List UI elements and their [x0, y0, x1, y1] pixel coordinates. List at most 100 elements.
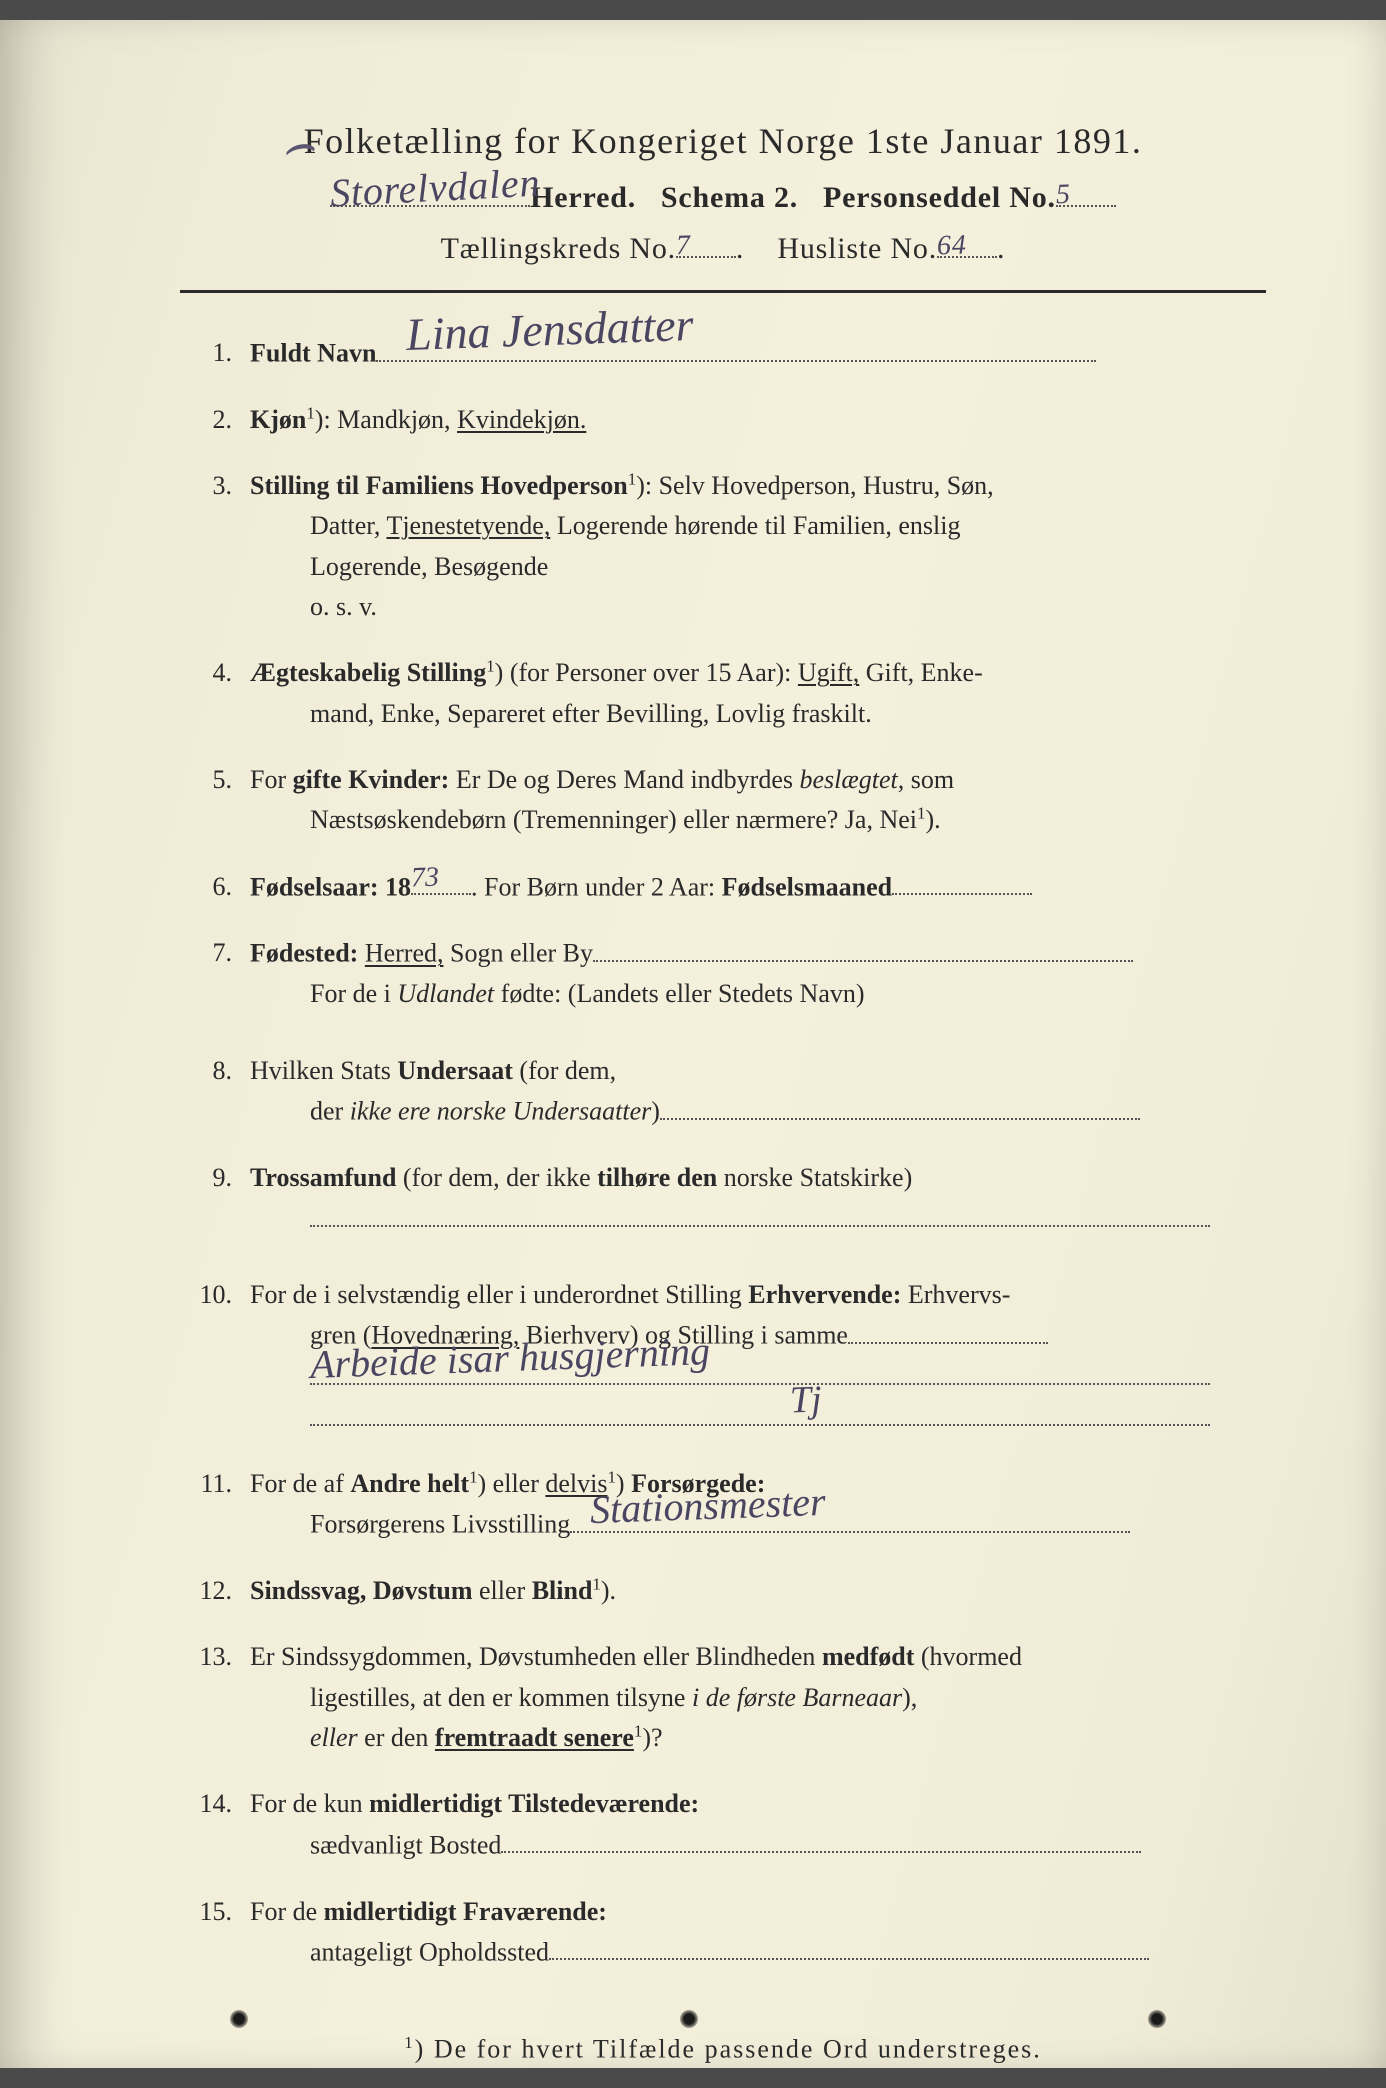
item-6: 6. Fødselsaar: 1873. For Børn under 2 Aa… [190, 867, 1266, 908]
line2: For de i Udlandet fødte: (Landets eller … [250, 974, 1266, 1014]
line3: eller er den fremtraadt senere1)? [250, 1718, 1266, 1758]
punch-hole-icon [230, 2010, 248, 2028]
header-line-3: Tællingskreds No.7. Husliste No.64. [180, 225, 1266, 266]
footnote: 1) De for hvert Tilfælde passende Ord un… [180, 2033, 1266, 2065]
line2 [250, 1198, 1266, 1239]
item-body: Fuldt NavnLina Jensdatter [250, 333, 1266, 374]
item-12: 12. Sindssvag, Døvstum eller Blind1). [190, 1571, 1266, 1611]
whereabouts-field [549, 1932, 1149, 1961]
item-4: 4. Ægteskabelig Stilling1) (for Personer… [190, 653, 1266, 734]
header-line-2: Storelvdalen Herred. Schema 2. Personsed… [180, 174, 1266, 215]
item-num: 6. [190, 867, 250, 908]
punch-hole-icon [680, 2010, 698, 2028]
item-num: 12. [190, 1571, 250, 1611]
kreds-label: Tællingskreds No. [441, 232, 676, 265]
occupation-field-1: Arbeide isar husgjerning [310, 1356, 1210, 1385]
line2: Næstsøskendebørn (Tremenninger) eller næ… [250, 800, 1266, 840]
item-3: 3. Stilling til Familiens Hovedperson1):… [190, 466, 1266, 627]
item-num: 14. [190, 1784, 250, 1865]
item-num: 8. [190, 1051, 250, 1132]
item-body: Trossamfund (for dem, der ikke tilhøre d… [250, 1158, 1266, 1239]
personseddel-field: 5 [1056, 174, 1116, 207]
line4: o. s. v. [250, 587, 1266, 627]
item-body: Sindssvag, Døvstum eller Blind1). [250, 1571, 1266, 1611]
provider-field: Stationsmester [570, 1504, 1130, 1533]
item-body: Fødested: Herred, Sogn eller By For de i… [250, 933, 1266, 1014]
month-field [892, 867, 1032, 896]
rest: ): Mandkjøn, [315, 405, 457, 434]
item-num: 5. [190, 760, 250, 841]
sup: 1 [306, 403, 314, 422]
line2: ligestilles, at den er kommen tilsyne i … [250, 1678, 1266, 1718]
name-field: Lina Jensdatter [376, 333, 1096, 362]
herred-handwritten: Storelvdalen [329, 159, 541, 217]
item-body: Hvilken Stats Undersaat (for dem, der ik… [250, 1051, 1266, 1132]
item-10: 10. For de i selvstændig eller i underor… [190, 1275, 1266, 1438]
label: Stilling til Familiens Hovedperson [250, 471, 628, 500]
line2: Datter, Tjenestetyende, Logerende hørend… [250, 506, 1266, 546]
sup: 1 [628, 470, 636, 489]
line4: Tj [250, 1397, 1266, 1438]
label: Fødselsaar: 18 [250, 872, 411, 901]
year-field: 73 [411, 867, 471, 896]
sup: 1 [486, 657, 494, 676]
provider-hw: Stationsmester [589, 1471, 827, 1541]
rest1: ): Selv Hovedperson, Hustru, Søn, [636, 471, 993, 500]
item-num: 9. [190, 1158, 250, 1239]
item-body: For de kun midlertidigt Tilstedeværende:… [250, 1784, 1266, 1865]
footnote-text: ) De for hvert Tilfælde passende Ord und… [415, 2034, 1042, 2063]
punch-hole-icon [1148, 2010, 1166, 2028]
footnote-sup: 1 [404, 2033, 414, 2052]
occupation-field-2: Tj [310, 1397, 1210, 1426]
item-1: 1. Fuldt NavnLina Jensdatter [190, 333, 1266, 374]
herred-label: Herred. [530, 181, 636, 214]
item-num: 4. [190, 653, 250, 734]
item-8: 8. Hvilken Stats Undersaat (for dem, der… [190, 1051, 1266, 1132]
census-form-page: ⌢ Folketælling for Kongeriget Norge 1ste… [0, 20, 1386, 2068]
item-body: Stilling til Familiens Hovedperson1): Se… [250, 466, 1266, 627]
label: Fødested: [250, 939, 358, 968]
personseddel-no: 5 [1055, 179, 1071, 211]
schema-label: Schema 2. [661, 181, 798, 214]
kreds-no: 7 [675, 230, 691, 262]
occupation-hw2: Tj [789, 1370, 823, 1430]
item-num: 10. [190, 1275, 250, 1438]
husliste-field: 64 [937, 225, 997, 258]
line3: Arbeide isar husgjerning [250, 1356, 1266, 1397]
item-body: Ægteskabelig Stilling1) (for Personer ov… [250, 653, 1266, 734]
selected: Tjenestetyende, [386, 511, 550, 540]
occupation-hw1: Arbeide isar husgjerning [309, 1320, 711, 1396]
residence-field [501, 1825, 1141, 1854]
subject-field [660, 1091, 1140, 1120]
line2: der ikke ere norske Undersaatter) [250, 1091, 1266, 1132]
item-body: For gifte Kvinder: Er De og Deres Mand i… [250, 760, 1266, 841]
item-15: 15. For de midlertidigt Fraværende: anta… [190, 1892, 1266, 1973]
husliste-label: Husliste No. [777, 232, 937, 265]
item-body: Fødselsaar: 1873. For Børn under 2 Aar: … [250, 867, 1266, 908]
item-14: 14. For de kun midlertidigt Tilstedevære… [190, 1784, 1266, 1865]
herred-field: Storelvdalen [330, 174, 530, 207]
selected: Kvindekjøn. [457, 405, 586, 434]
item-body: For de i selvstændig eller i underordnet… [250, 1275, 1266, 1438]
husliste-no: 64 [936, 229, 967, 262]
item-body: Kjøn1): Mandkjøn, Kvindekjøn. [250, 400, 1266, 440]
item-body: Er Sindssygdommen, Døvstumheden eller Bl… [250, 1637, 1266, 1758]
line2: antageligt Opholdssted [250, 1932, 1266, 1973]
item-num: 3. [190, 466, 250, 627]
item-num: 2. [190, 400, 250, 440]
line3: Logerende, Besøgende [250, 547, 1266, 587]
item-9: 9. Trossamfund (for dem, der ikke tilhør… [190, 1158, 1266, 1239]
selected: Ugift, [798, 658, 859, 687]
label: Fuldt Navn [250, 339, 376, 368]
line2: mand, Enke, Separeret efter Bevilling, L… [250, 694, 1266, 734]
item-num: 7. [190, 933, 250, 1014]
item-body: For de midlertidigt Fraværende: antageli… [250, 1892, 1266, 1973]
item-body: For de af Andre helt1) eller delvis1) Fo… [250, 1464, 1266, 1545]
header-rule [180, 290, 1266, 293]
form-title: Folketælling for Kongeriget Norge 1ste J… [180, 120, 1266, 162]
form-header: Folketælling for Kongeriget Norge 1ste J… [180, 120, 1266, 266]
item-5: 5. For gifte Kvinder: Er De og Deres Man… [190, 760, 1266, 841]
line2: sædvanligt Bosted [250, 1825, 1266, 1866]
item-num: 15. [190, 1892, 250, 1973]
selected: Herred, [365, 939, 444, 968]
